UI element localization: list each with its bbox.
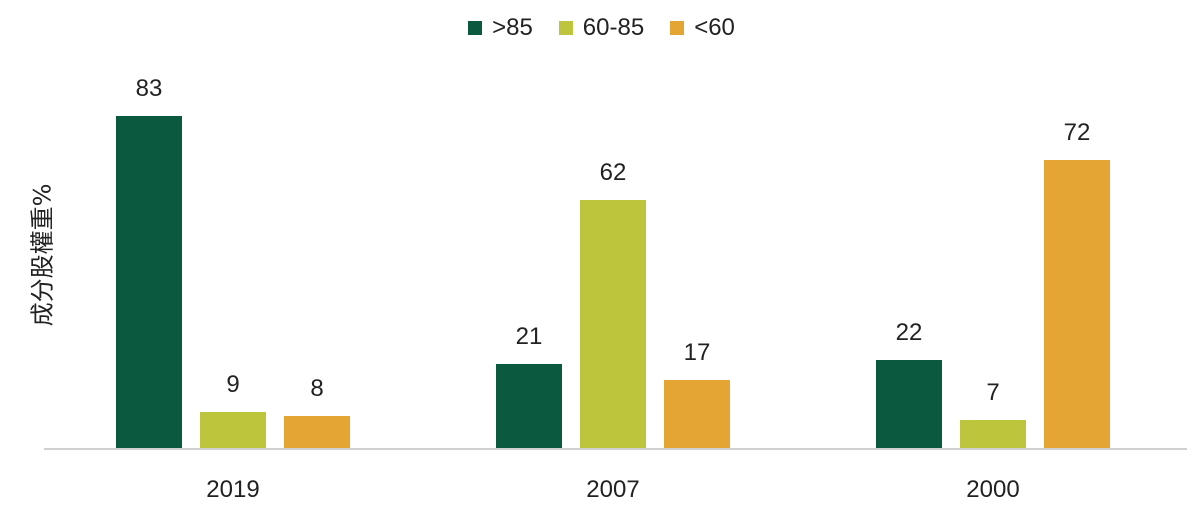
legend-item-lt60: <60 xyxy=(670,14,735,42)
data-label-2007-1: 62 xyxy=(600,159,627,186)
legend-item-gt85: >85 xyxy=(468,14,533,42)
legend-swatch-60-85 xyxy=(558,21,573,35)
legend-item-60-85: 60-85 xyxy=(558,14,645,42)
legend-swatch-lt60 xyxy=(670,21,685,35)
bar-2007-1 xyxy=(580,200,646,448)
legend-label-60-85: 60-85 xyxy=(582,14,645,41)
bar-2000-1 xyxy=(960,420,1026,448)
bar-2019-2 xyxy=(284,416,350,448)
bar-2007-0 xyxy=(496,364,562,448)
bar-2007-2 xyxy=(664,380,730,448)
legend-label-lt60: <60 xyxy=(694,14,735,41)
data-label-2000-0: 22 xyxy=(896,319,923,346)
legend-swatch-gt85 xyxy=(468,21,483,35)
chart-legend: >85 60-85 <60 xyxy=(0,14,1203,42)
data-label-2019-0: 83 xyxy=(136,75,163,102)
x-tick-label-2000: 2000 xyxy=(966,476,1019,503)
bar-2000-2 xyxy=(1044,160,1110,448)
data-label-2007-2: 17 xyxy=(684,339,711,366)
x-tick-label-2019: 2019 xyxy=(206,476,259,503)
data-label-2019-1: 9 xyxy=(226,371,239,398)
data-label-2019-2: 8 xyxy=(310,375,323,402)
bar-2019-1 xyxy=(200,412,266,448)
bar-2019-0 xyxy=(116,116,182,448)
bar-2000-0 xyxy=(876,360,942,448)
data-label-2007-0: 21 xyxy=(516,323,543,350)
legend-label-gt85: >85 xyxy=(492,14,533,41)
x-tick-label-2007: 2007 xyxy=(586,476,639,503)
data-label-2000-2: 72 xyxy=(1064,119,1091,146)
data-label-2000-1: 7 xyxy=(986,379,999,406)
